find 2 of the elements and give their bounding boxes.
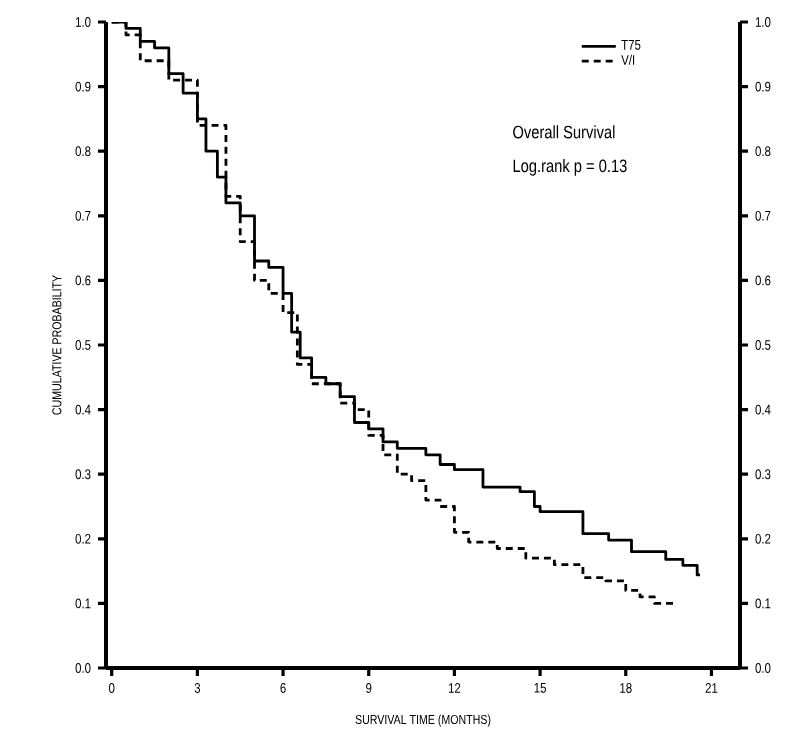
annotation: Log.rank p = 0.13 [513,158,627,176]
annotation: Overall Survival [513,125,615,139]
